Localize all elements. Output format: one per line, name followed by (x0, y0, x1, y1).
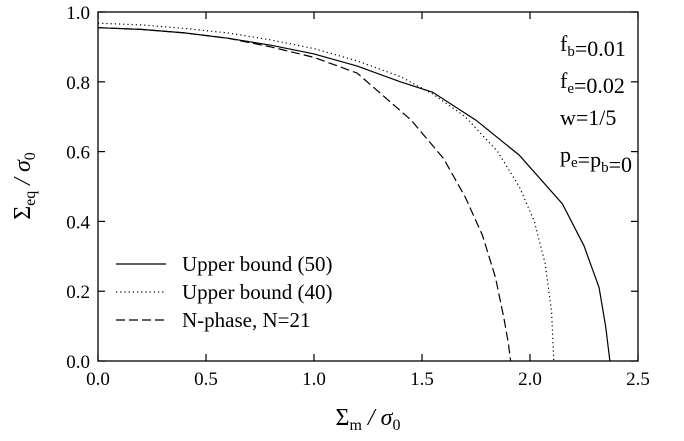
legend: Upper bound (50) Upper bound (40) N-phase,… (116, 252, 332, 332)
x-tick-label: 1.5 (410, 369, 434, 390)
y-tick-label: 0.4 (66, 212, 90, 233)
series-line-2 (97, 22, 555, 362)
y-tick-label: 1.0 (66, 3, 90, 24)
plot-frame (97, 11, 639, 362)
x-tick-label: 0.0 (86, 369, 110, 390)
x-tick-label: 1.0 (302, 369, 326, 390)
x-tick-label: 2.5 (626, 369, 650, 390)
legend-label: Upper bound (40) (182, 280, 332, 304)
y-tick-label: 0.2 (66, 282, 90, 303)
annotation-line: w=1/5 (560, 105, 616, 130)
x-tick-label: 2.0 (518, 369, 542, 390)
y-axis-label: Σeq / σ0 (10, 152, 39, 220)
x-tick-label: 0.5 (194, 369, 218, 390)
legend-label: N-phase, N=21 (182, 308, 310, 332)
series-lines (97, 22, 611, 362)
y-tick-label: 0.8 (66, 73, 90, 94)
ticks: 0.0 0.5 1.0 1.5 2.0 2.5 0.0 0.2 0.4 0.6 0.8 1.0 (66, 3, 650, 390)
x-axis-label: Σm / σ0 (336, 405, 401, 434)
y-tick-label: 0.6 (66, 143, 90, 164)
series-line-1 (97, 27, 611, 362)
legend-label: Upper bound (50) (182, 252, 332, 276)
annotation-line: fb=0.01 (560, 31, 626, 61)
y-tick-label: 0.0 (66, 352, 90, 373)
annotation-line: pe=pb=0 (560, 142, 632, 177)
parameter-annotations: fb=0.01 fe=0.02 w=1/5 pe=pb=0 (560, 31, 632, 177)
annotation-line: fe=0.02 (560, 68, 625, 98)
